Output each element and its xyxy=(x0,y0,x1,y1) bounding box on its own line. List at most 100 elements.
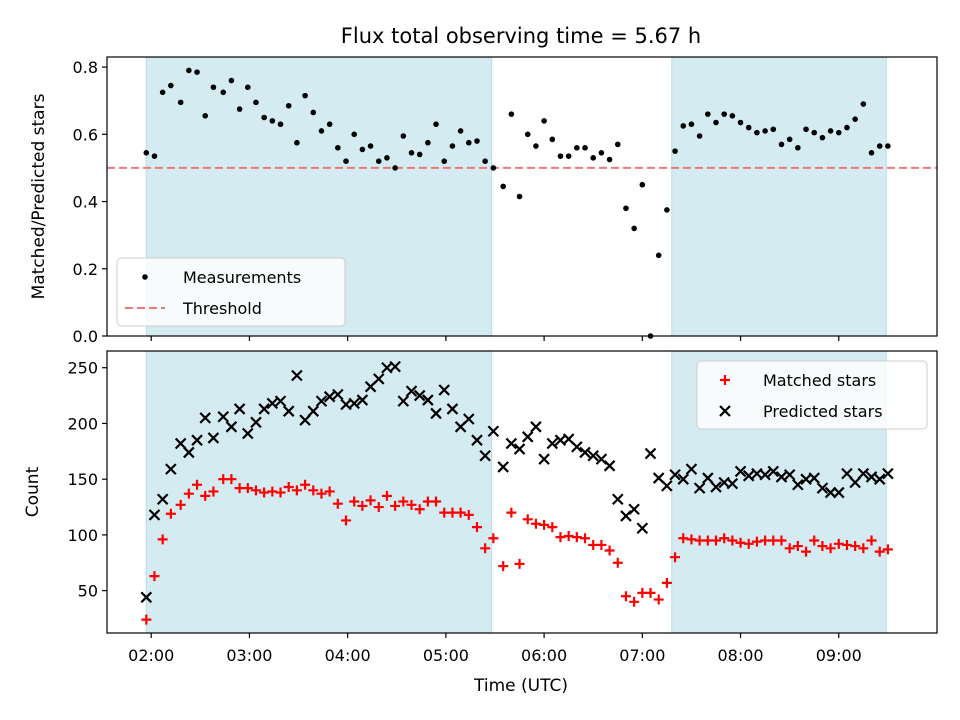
predicted-point xyxy=(849,476,861,489)
predicted-point xyxy=(538,453,550,465)
panel-2: 50 100 150 200 250 02:00 03:00 04:00 05:00 06:00 0… xyxy=(23,350,938,665)
predicted-point xyxy=(199,412,212,424)
measurement-point xyxy=(557,153,564,159)
predicted-point xyxy=(258,403,270,415)
predicted-point xyxy=(291,369,303,382)
matched-point xyxy=(580,533,591,544)
matched-point xyxy=(776,535,787,546)
matched-point xyxy=(316,488,327,499)
measurement-point xyxy=(177,99,184,106)
measurement-point xyxy=(778,141,785,148)
matched-point xyxy=(530,518,541,529)
matched-point xyxy=(547,522,558,533)
measurement-point xyxy=(705,111,711,117)
predicted-point xyxy=(530,421,542,433)
matched-point xyxy=(645,587,656,598)
predicted-point xyxy=(513,443,526,455)
matched-point xyxy=(365,495,376,506)
matched-point xyxy=(661,577,672,588)
y-tick-label: 200 xyxy=(67,414,98,433)
predicted-point xyxy=(792,478,804,491)
predicted-point xyxy=(156,493,169,506)
matched-point xyxy=(710,535,721,546)
matched-point xyxy=(792,541,803,552)
measurement-point xyxy=(508,111,515,117)
measurement-point xyxy=(143,150,150,156)
predicted-point xyxy=(693,482,706,494)
matched-point xyxy=(571,532,582,543)
predicted-point xyxy=(430,407,442,420)
matched-point xyxy=(539,519,550,530)
matched-point xyxy=(488,533,499,544)
predicted-point xyxy=(521,431,534,443)
measurement-point xyxy=(351,131,357,138)
measurement-point xyxy=(721,111,727,117)
matched-point xyxy=(406,499,417,510)
measurement-point xyxy=(425,139,431,146)
measurement-point xyxy=(186,67,192,74)
predicted-point xyxy=(191,434,203,446)
chart-title: Flux total observing time = 5.67 h xyxy=(341,24,701,48)
measurement-point xyxy=(835,129,842,136)
axes-frame xyxy=(106,350,938,634)
matched-point xyxy=(157,534,168,545)
measurement-point xyxy=(465,139,472,146)
measurement-point xyxy=(762,128,768,134)
predicted-point xyxy=(865,471,878,483)
predicted-point xyxy=(603,460,616,472)
matched-point xyxy=(743,538,754,549)
measurement-point xyxy=(210,84,217,91)
y-tick-label: 0.4 xyxy=(73,193,98,212)
predicted-point xyxy=(702,472,714,484)
matched-point xyxy=(275,487,286,498)
measurement-point xyxy=(639,181,646,188)
matched-point xyxy=(226,474,237,485)
predicted-point xyxy=(413,389,426,402)
measurement-point xyxy=(151,153,158,159)
matched-point xyxy=(149,571,160,582)
measurement-point xyxy=(598,150,605,156)
y-tick-label: 100 xyxy=(67,526,98,545)
predicted-point xyxy=(446,403,459,415)
matched-point xyxy=(341,515,352,526)
matched-point xyxy=(332,498,343,509)
measurement-point xyxy=(482,158,488,165)
measurement-point xyxy=(574,144,580,151)
matched-point xyxy=(522,514,533,525)
matched-point xyxy=(506,507,517,518)
matched-point xyxy=(390,500,401,511)
measurement-point xyxy=(375,158,382,165)
measurement-point xyxy=(416,151,423,158)
panel-1: 0.0 0.2 0.4 0.6 0.8 Matched/Predicted stars Me… xyxy=(29,56,938,346)
measurement-point xyxy=(664,207,670,213)
matched-point xyxy=(670,552,681,563)
measurement-point xyxy=(326,121,333,128)
predicted-point xyxy=(225,421,238,433)
predicted-point xyxy=(832,486,845,499)
measurement-point xyxy=(335,144,341,151)
matched-point xyxy=(242,483,253,494)
predicted-point xyxy=(579,446,591,459)
predicted-point xyxy=(282,405,295,417)
predicted-point xyxy=(389,360,401,373)
matched-point xyxy=(858,543,869,554)
measurement-point xyxy=(359,146,366,153)
matched-point xyxy=(463,509,474,520)
measurement-point xyxy=(786,136,793,143)
measurement-point xyxy=(844,124,850,131)
y-tick-label: 250 xyxy=(67,359,98,378)
predicted-point xyxy=(250,416,262,429)
measurement-point xyxy=(261,114,267,121)
x-tick-label: 04:00 xyxy=(325,646,371,665)
predicted-point xyxy=(644,447,657,460)
measurement-point xyxy=(457,128,464,134)
predicted-point xyxy=(165,463,177,475)
measurement-point xyxy=(696,133,703,139)
measurement-point xyxy=(614,141,621,148)
predicted-point xyxy=(628,503,640,516)
predicted-point xyxy=(372,373,385,385)
y-tick-label: 0.6 xyxy=(73,125,98,144)
matched-point xyxy=(455,507,466,518)
measurement-point xyxy=(168,82,174,89)
